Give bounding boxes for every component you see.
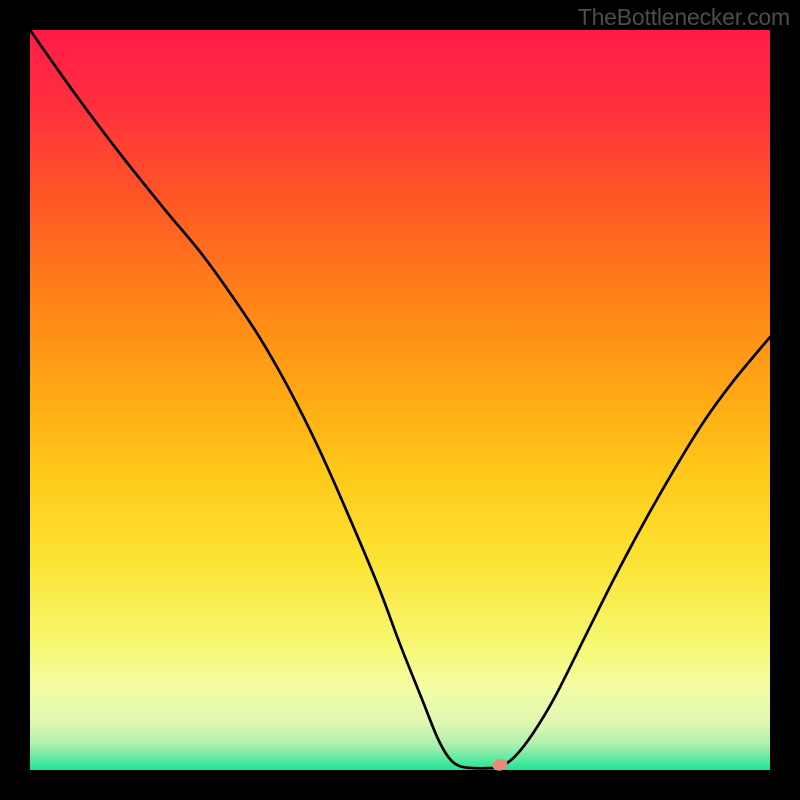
attribution-label: TheBottlenecker.com <box>578 4 790 31</box>
chart-stage: TheBottlenecker.com <box>0 0 800 800</box>
bottleneck-chart <box>0 0 800 800</box>
plot-background <box>30 30 770 770</box>
